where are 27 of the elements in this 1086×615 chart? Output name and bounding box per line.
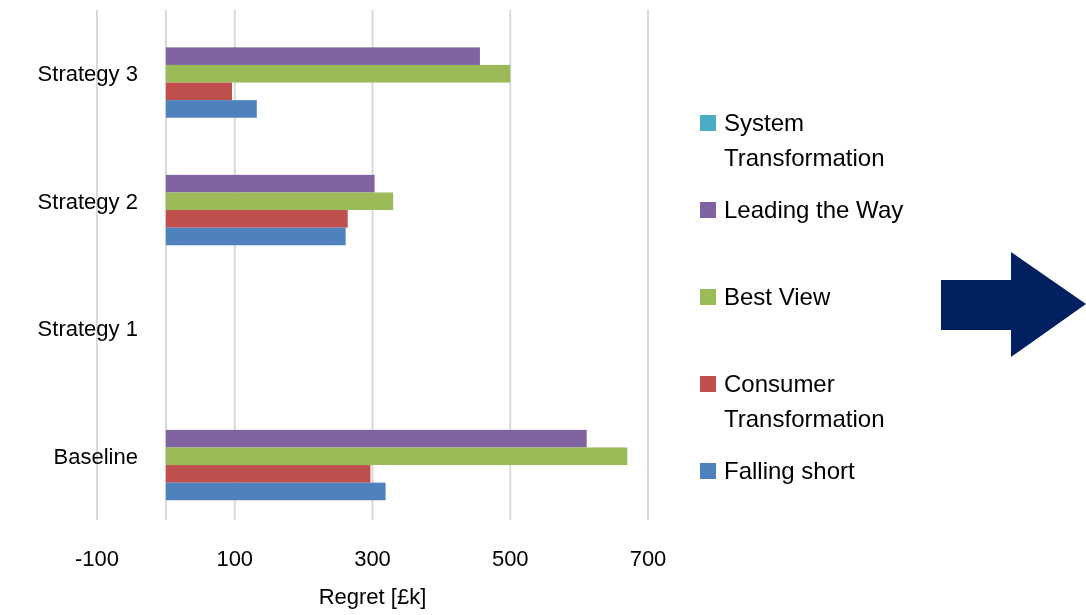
bar bbox=[165, 47, 480, 65]
bar bbox=[165, 192, 394, 211]
bar bbox=[165, 82, 232, 101]
legend-label: Falling short bbox=[724, 457, 856, 485]
y-tick-label: Strategy 2 bbox=[37, 188, 138, 214]
y-tick-label: Strategy 3 bbox=[37, 61, 138, 87]
legend-label: Best View bbox=[724, 283, 831, 311]
bar bbox=[165, 482, 386, 501]
y-tick-label: Strategy 1 bbox=[37, 316, 138, 342]
bar bbox=[165, 100, 257, 118]
legend-label: Consumer Transformation bbox=[724, 370, 885, 433]
bar bbox=[165, 210, 348, 228]
legend-label: System Transformation bbox=[724, 109, 885, 172]
bar bbox=[165, 465, 371, 483]
bar bbox=[165, 64, 511, 83]
x-axis-title: Regret [£k] bbox=[318, 584, 427, 609]
x-tick-label: -100 bbox=[74, 546, 120, 571]
bar bbox=[165, 174, 375, 193]
bar bbox=[165, 447, 628, 466]
x-tick-label: 100 bbox=[216, 546, 254, 571]
bar bbox=[165, 227, 346, 246]
bar bbox=[165, 429, 587, 448]
y-tick-label: Baseline bbox=[53, 443, 138, 469]
x-tick-label: 300 bbox=[354, 546, 391, 571]
x-tick-label: 700 bbox=[629, 546, 667, 571]
x-tick-label: 500 bbox=[491, 546, 529, 571]
legend-label: Leading the Way bbox=[724, 196, 904, 224]
